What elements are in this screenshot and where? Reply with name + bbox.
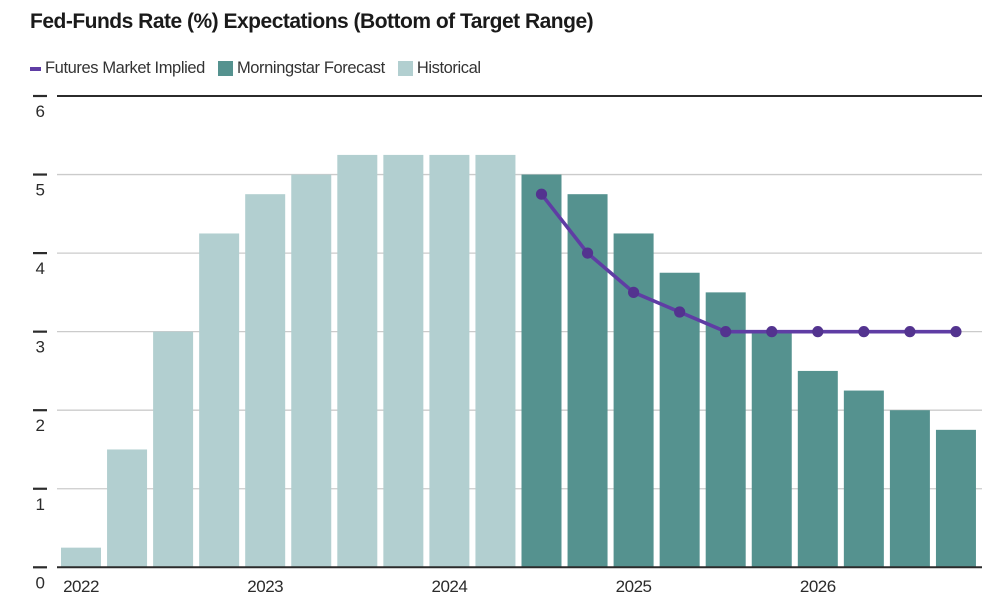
bar	[889, 410, 930, 568]
x-tick-label: 2024	[431, 577, 467, 596]
y-tick-label: 6	[36, 102, 45, 121]
x-axis-labels: 2022 2023 2024 2025 2026	[63, 577, 836, 596]
bar	[291, 174, 332, 568]
legend-item-forecast: Morningstar Forecast	[217, 59, 385, 78]
bar	[383, 154, 424, 568]
line-marker	[904, 326, 916, 338]
bar	[843, 390, 884, 568]
y-axis-labels: 0 1 2 3 4 5 6	[36, 102, 46, 592]
bar	[337, 154, 378, 568]
bar	[153, 331, 194, 568]
bar	[245, 194, 286, 568]
line-marker	[628, 286, 640, 298]
line-series-futures-market-implied	[535, 188, 962, 338]
y-tick-label: 5	[36, 181, 45, 200]
bar	[199, 233, 240, 568]
y-tick-label: 4	[36, 259, 45, 278]
y-tick-label: 3	[36, 338, 45, 357]
x-tick-label: 2026	[800, 577, 836, 596]
futures-line	[539, 192, 958, 334]
bar	[935, 429, 976, 568]
bar	[797, 370, 838, 568]
line-marker	[674, 306, 686, 318]
futures-line-swatch-icon	[30, 66, 41, 71]
bar-series-morningstar-forecast	[521, 174, 976, 568]
forecast-square-swatch-icon	[217, 61, 233, 76]
x-tick-label: 2023	[247, 577, 283, 596]
line-marker	[858, 326, 870, 338]
bar	[107, 449, 148, 568]
legend-item-historical: Historical	[397, 59, 481, 78]
y-tick-label: 0	[36, 573, 45, 592]
chart-legend: Futures Market Implied Morningstar Forec…	[30, 59, 481, 78]
y-tick-label: 2	[36, 416, 45, 435]
bar	[475, 154, 516, 568]
x-tick-label: 2022	[63, 577, 99, 596]
bar	[61, 547, 101, 568]
chart-title: Fed-Funds Rate (%) Expectations (Bottom …	[30, 10, 594, 33]
y-tick-label: 1	[36, 495, 45, 514]
historical-square-swatch-icon	[397, 61, 413, 76]
line-marker	[581, 247, 594, 259]
x-tick-label: 2025	[616, 577, 652, 596]
line-marker	[950, 326, 962, 338]
bar	[705, 292, 746, 568]
legend-label-historical: Historical	[416, 59, 481, 77]
line-marker	[720, 326, 732, 338]
bar	[521, 174, 562, 568]
bar	[429, 154, 470, 568]
line-marker	[535, 188, 548, 200]
bar	[613, 233, 654, 568]
legend-label-futures: Futures Market Implied	[45, 59, 205, 77]
line-marker	[766, 326, 778, 338]
bar	[659, 272, 700, 568]
legend-item-futures: Futures Market Implied	[30, 59, 205, 78]
line-marker	[812, 326, 824, 338]
bar-series-historical	[61, 154, 516, 568]
bar	[751, 331, 792, 568]
legend-label-forecast: Morningstar Forecast	[236, 59, 385, 77]
